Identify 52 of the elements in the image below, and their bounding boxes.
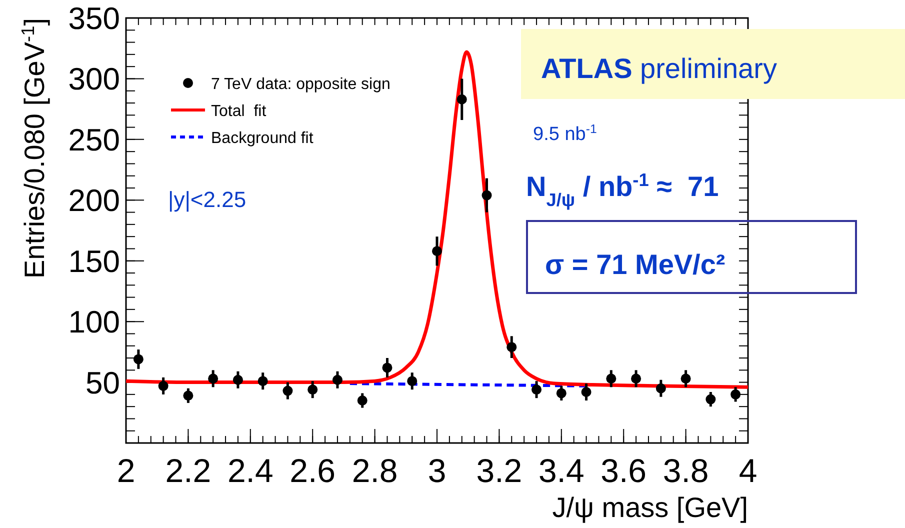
legend-label: Total fit <box>211 103 267 120</box>
point <box>232 374 243 385</box>
point <box>158 380 168 391</box>
point <box>432 246 442 256</box>
x-tick-label: 3 <box>428 452 446 489</box>
annotation: N$_{J/ψ}$ / nb$^{-1}$ ≈ 71 <box>526 170 719 210</box>
point <box>456 94 467 104</box>
point <box>308 384 318 395</box>
annotation: σ = 71 MeV/c² <box>545 249 726 280</box>
point <box>706 394 716 404</box>
legend-label: Background fit <box>211 130 314 147</box>
x-tick-label: 3.4 <box>538 452 584 489</box>
x-tick-label: 2.8 <box>352 452 398 489</box>
y-tick-label: 150 <box>68 244 120 279</box>
x-tick-label: 3.2 <box>476 452 522 489</box>
point <box>183 390 194 401</box>
annotation: 9.5 nb$^{-1}$ <box>533 122 597 145</box>
x-tick-label: 4 <box>738 452 758 489</box>
point <box>332 374 342 385</box>
point <box>532 384 542 395</box>
point <box>407 376 418 386</box>
x-tick-label: 2.4 <box>227 452 274 489</box>
x-tick-label: 3.6 <box>600 452 647 489</box>
point <box>282 386 293 396</box>
legend-label: 7 TeV data: opposite sign <box>211 76 390 93</box>
point <box>631 374 642 384</box>
point <box>357 396 368 406</box>
annotation: |y|<2.25 <box>168 187 246 212</box>
point <box>680 374 691 384</box>
point <box>133 354 144 364</box>
point <box>730 389 741 400</box>
y-tick-label: 300 <box>68 62 120 97</box>
x-tick-label: 2.2 <box>165 452 212 489</box>
point <box>606 374 616 384</box>
point <box>556 388 566 398</box>
point <box>208 374 218 384</box>
point <box>258 376 268 386</box>
x-tick-label: 2 <box>116 452 136 489</box>
point <box>482 190 492 200</box>
annotation: ATLAS preliminary <box>541 53 777 84</box>
y-tick-label: 50 <box>86 365 120 400</box>
x-tick-label: 2.6 <box>290 452 336 489</box>
point <box>656 383 666 394</box>
y-tick-label: 100 <box>68 304 120 340</box>
y-tick-label: 350 <box>68 1 120 36</box>
point <box>382 362 392 373</box>
point <box>506 342 517 352</box>
x-tick-label: 3.8 <box>662 452 709 489</box>
y-tick-label: 200 <box>68 183 120 218</box>
point <box>581 387 592 397</box>
x-axis-title: J/ψ mass [GeV] <box>552 492 748 523</box>
y-tick-label: 250 <box>68 122 120 158</box>
